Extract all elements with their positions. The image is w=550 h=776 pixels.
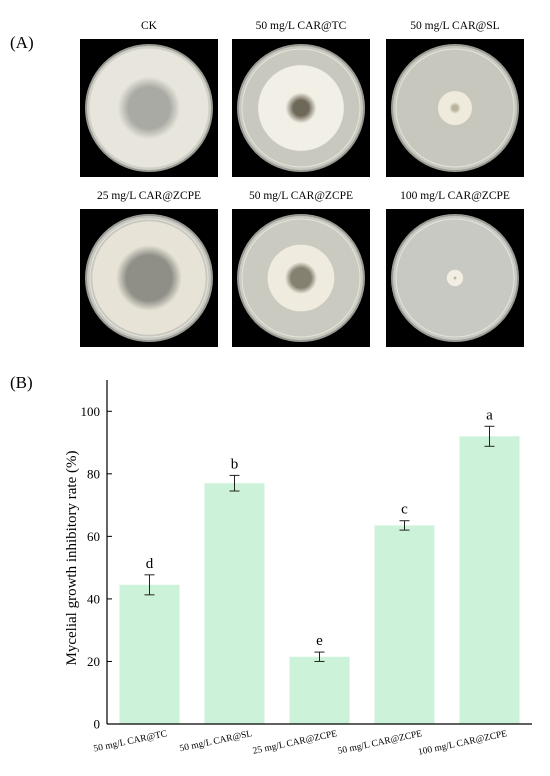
significance-letter: b (231, 456, 239, 472)
y-tick-label: 80 (87, 466, 100, 481)
petri-dish-photo (232, 209, 370, 347)
panel-b-label: (B) (10, 373, 33, 392)
panel-a-label: (A) (10, 33, 34, 52)
significance-letter: c (401, 502, 408, 518)
y-tick-label: 100 (81, 404, 101, 419)
bar (289, 656, 350, 724)
plate-title: 50 mg/L CAR@ZCPE (248, 190, 354, 202)
x-tick-label: 50 mg/L CAR@SL (179, 729, 254, 754)
fungal-colony (437, 90, 473, 126)
bar (459, 436, 520, 724)
x-tick-label: 25 mg/L CAR@ZCPE (252, 729, 338, 757)
petri-dish-photo (80, 39, 218, 177)
plate-title: 50 mg/L CAR@TC (255, 20, 347, 32)
y-tick-label: 0 (94, 717, 101, 732)
significance-letter: e (316, 633, 323, 649)
plate-title: 25 mg/L CAR@ZCPE (96, 190, 202, 202)
fungal-colony (258, 65, 344, 151)
dish-rim (241, 218, 361, 338)
y-axis-label: Mycelial growth inhibitory rate (%) (64, 451, 80, 666)
x-tick-label: 100 mg/L CAR@ZCPE (417, 729, 508, 758)
fungal-colony (92, 221, 206, 335)
plate-title: 50 mg/L CAR@SL (410, 20, 500, 32)
plate-title: CK (141, 20, 157, 32)
x-tick-label: 50 mg/L CAR@ZCPE (337, 729, 423, 757)
significance-letter: d (146, 556, 154, 572)
petri-dish-photo (232, 39, 370, 177)
fungal-colony (267, 244, 335, 312)
dish-rim (89, 218, 209, 338)
y-tick-label: 20 (87, 654, 100, 669)
bar (204, 483, 265, 724)
dish-rim (395, 48, 515, 168)
bar (119, 584, 180, 724)
x-tick-label: 50 mg/L CAR@TC (93, 729, 168, 754)
y-tick-label: 60 (87, 529, 100, 544)
plate-title: 100 mg/L CAR@ZCPE (400, 190, 510, 202)
fungal-colony (446, 269, 464, 287)
petri-dish-photo (386, 209, 524, 347)
bar (374, 525, 435, 724)
significance-letter: a (486, 407, 493, 423)
dish-rim (395, 218, 515, 338)
petri-dish-photo (80, 209, 218, 347)
y-tick-label: 40 (87, 591, 100, 606)
dish-rim (241, 48, 361, 168)
bar-chart: d 50 mg/L CAR@TC b 50 mg/L CAR@SL e 25 mg/L C… (64, 380, 532, 758)
petri-dish-photo (386, 39, 524, 177)
fungal-colony (89, 48, 209, 168)
